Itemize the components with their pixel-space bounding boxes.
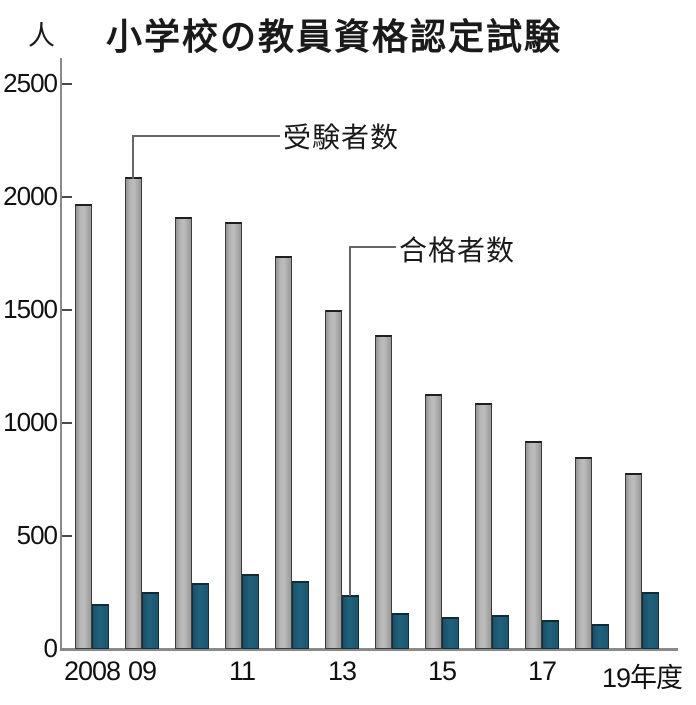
passers-callout-line: [349, 246, 396, 596]
y-tick-label-1000: 1000: [3, 407, 58, 437]
bar-examinees-2013: [325, 310, 342, 649]
bar-examinees-2010: [175, 217, 192, 649]
y-axis-unit-label: 人: [28, 21, 55, 51]
y-tick-2000: [62, 196, 72, 198]
y-tick-label-2000: 2000: [3, 181, 58, 211]
examinees-callout-line: [132, 135, 280, 179]
bar-passers-2013: [342, 595, 359, 649]
y-tick-2500: [62, 83, 72, 85]
y-tick-label-1500: 1500: [3, 294, 58, 324]
y-tick-label-2500: 2500: [3, 68, 58, 98]
bar-examinees-2014: [375, 335, 392, 649]
y-axis: [60, 58, 62, 650]
y-tick-1000: [62, 422, 72, 424]
y-tick-1500: [62, 309, 72, 311]
bar-passers-2019: [642, 592, 659, 649]
x-tick-label-2011: 11: [228, 656, 256, 686]
bar-examinees-2016: [475, 403, 492, 649]
bar-passers-2015: [442, 617, 459, 649]
passers-legend-label: 合格者数: [399, 235, 516, 266]
y-tick-500: [62, 535, 72, 537]
x-tick-label-2015: 15: [427, 656, 457, 686]
bar-examinees-2008: [75, 204, 92, 649]
bar-examinees-2018: [575, 457, 592, 649]
bar-passers-2012: [292, 581, 309, 649]
bar-examinees-2009: [125, 177, 142, 649]
x-tick-label-2013: 13: [327, 656, 357, 686]
bar-passers-2010: [192, 583, 209, 649]
chart-title: 小学校の教員資格認定試験: [106, 16, 563, 57]
bar-passers-2014: [392, 613, 409, 649]
examinees-legend-label: 受験者数: [283, 122, 400, 153]
bar-passers-2008: [92, 604, 109, 649]
x-tick-label-2008: 2008: [63, 656, 121, 686]
x-tick-label-2019: 19年度: [601, 663, 683, 693]
bar-passers-2009: [142, 592, 159, 649]
x-tick-label-2009: 09: [127, 656, 157, 686]
bar-examinees-2019: [625, 473, 642, 649]
bar-passers-2018: [592, 624, 609, 649]
bar-examinees-2011: [225, 222, 242, 649]
x-tick-label-2017: 17: [527, 656, 557, 686]
bar-examinees-2012: [275, 256, 292, 649]
bar-passers-2016: [492, 615, 509, 649]
bar-passers-2017: [542, 620, 559, 649]
x-axis: [60, 648, 678, 651]
bar-examinees-2015: [425, 394, 442, 649]
y-tick-label-0: 0: [43, 633, 58, 663]
bar-passers-2011: [242, 574, 259, 649]
bar-examinees-2017: [525, 441, 542, 649]
y-tick-label-500: 500: [16, 520, 58, 550]
